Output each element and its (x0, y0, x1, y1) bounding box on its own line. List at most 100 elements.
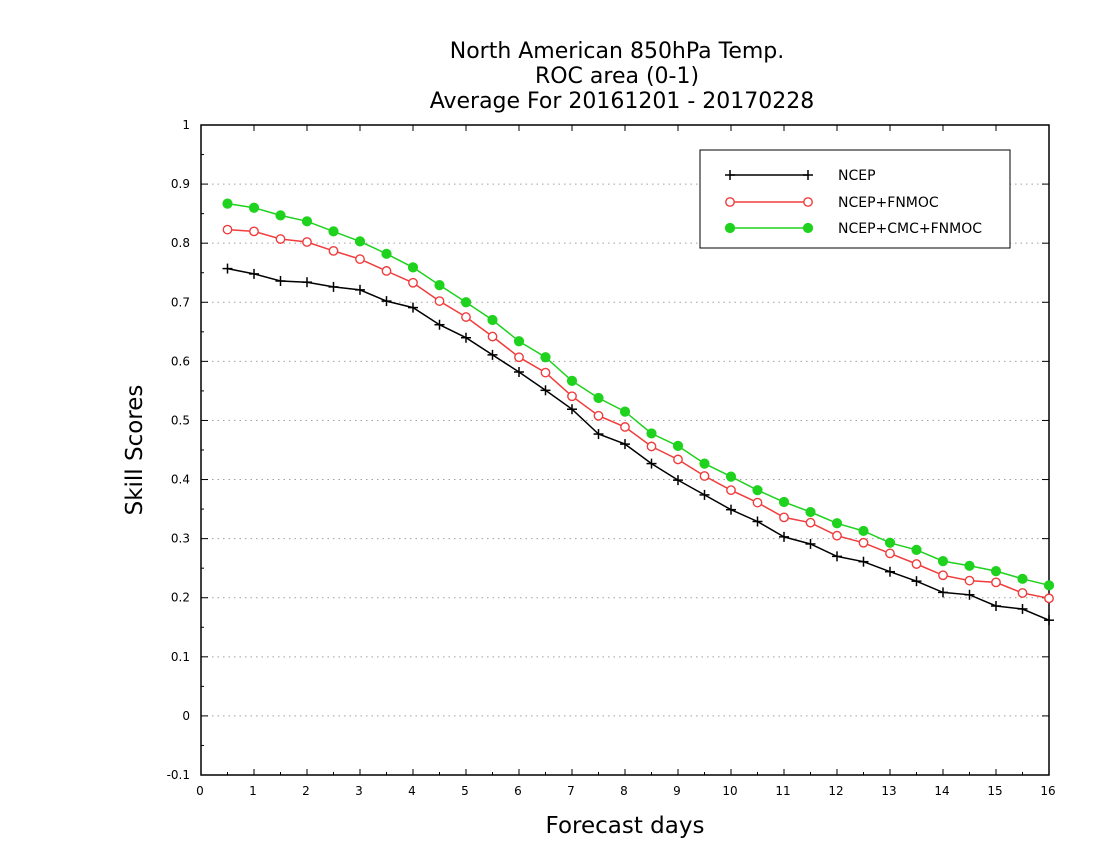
x-tick-label: 4 (408, 784, 416, 798)
y-tick-label: 0.7 (171, 295, 190, 309)
legend-marker (803, 170, 813, 180)
x-tick-label: 15 (987, 784, 1002, 798)
legend-entries: NCEP NCEP+FNMOC NCEP+CMC+FNMOC (724, 168, 982, 237)
legend-label: NCEP+CMC+FNMOC (838, 221, 982, 237)
data-point (460, 297, 472, 308)
chart-title-line-2: ROC area (0-1) (535, 64, 699, 89)
legend: NCEP NCEP+FNMOC NCEP+CMC+FNMOC (699, 149, 1011, 249)
x-axis-ticks: 0 1 2 3 4 5 6 7 8 9 10 11 12 13 14 15 16 (196, 125, 1056, 798)
data-point (778, 496, 790, 508)
data-point (354, 236, 366, 247)
data-point (831, 518, 843, 529)
data-point (593, 410, 604, 421)
data-point (938, 587, 948, 598)
x-tick-label: 2 (302, 784, 310, 798)
data-point (991, 601, 1001, 611)
data-point (593, 429, 604, 440)
data-point (805, 538, 816, 549)
data-point (672, 440, 684, 451)
data-point (275, 276, 286, 286)
data-point (673, 454, 683, 465)
x-tick-label: 13 (881, 784, 896, 798)
data-point (513, 336, 525, 347)
data-point (620, 439, 630, 450)
y-tick-label: 0.9 (171, 177, 190, 191)
y-tick-label: 0.8 (171, 236, 190, 250)
data-point (461, 312, 471, 322)
legend-entry: NCEP+FNMOC (725, 195, 939, 211)
data-point (328, 226, 339, 237)
data-point (249, 226, 259, 237)
data-point (752, 485, 763, 496)
y-tick-label: 0.3 (171, 532, 190, 546)
y-tick-label: 0.4 (171, 473, 190, 487)
legend-entry: NCEP (725, 168, 876, 184)
data-point (699, 489, 710, 500)
legend-marker (803, 197, 813, 207)
data-point (381, 266, 392, 276)
y-tick-label: 0.1 (171, 650, 190, 664)
chart-title-line-1: North American 850hPa Temp. (450, 39, 785, 64)
series-0 (222, 263, 1054, 626)
data-point (752, 497, 763, 508)
x-tick-label: 6 (514, 784, 522, 798)
data-point (593, 392, 604, 404)
data-point (249, 268, 259, 279)
data-point (726, 504, 736, 515)
series-2 (222, 198, 1055, 591)
data-point (646, 441, 657, 452)
gridlines (201, 183, 1049, 717)
data-point (964, 589, 975, 600)
data-point (1043, 580, 1055, 591)
x-tick-label: 1 (249, 784, 257, 798)
data-point (487, 349, 498, 360)
data-point (1017, 603, 1028, 614)
x-tick-label: 16 (1040, 784, 1055, 798)
legend-label: NCEP+FNMOC (838, 195, 939, 211)
legend-box (699, 149, 1011, 249)
data-point (990, 566, 1002, 577)
data-point (699, 458, 710, 469)
series-line (227, 202, 1050, 587)
y-axis-label: Skill Scores (122, 385, 148, 516)
data-point (911, 576, 922, 587)
legend-marker (802, 222, 814, 234)
x-tick-label: 12 (828, 784, 843, 798)
y-tick-label: 1 (182, 118, 190, 132)
y-tick-label: -0.1 (167, 768, 190, 782)
data-point (355, 284, 365, 295)
x-tick-label: 5 (461, 784, 469, 798)
series-layer (222, 198, 1055, 626)
data-point (461, 332, 471, 343)
x-tick-label: 11 (775, 784, 790, 798)
data-point (275, 234, 286, 244)
data-point (222, 224, 233, 235)
x-tick-label: 8 (620, 784, 628, 798)
y-tick-label: 0.6 (171, 354, 190, 368)
data-point (725, 471, 737, 482)
data-point (567, 404, 577, 415)
data-point (885, 566, 895, 577)
data-point (222, 263, 233, 274)
data-point (408, 277, 418, 288)
data-point (884, 537, 896, 548)
x-tick-label: 10 (722, 784, 737, 798)
x-tick-label: 7 (567, 784, 575, 798)
data-point (487, 314, 498, 326)
y-tick-label: 0.2 (171, 591, 190, 605)
data-point (938, 570, 948, 581)
data-point (381, 296, 392, 307)
data-point (858, 556, 869, 567)
data-point (673, 475, 683, 486)
legend-entry: NCEP+CMC+FNMOC (724, 221, 982, 237)
legend-marker (725, 197, 735, 207)
data-point (620, 422, 630, 432)
data-point (434, 280, 445, 291)
data-point (619, 406, 631, 417)
data-point (1017, 573, 1028, 584)
data-point (832, 530, 842, 541)
series-line (227, 228, 1050, 600)
data-point (381, 248, 392, 259)
data-point (1044, 593, 1054, 604)
